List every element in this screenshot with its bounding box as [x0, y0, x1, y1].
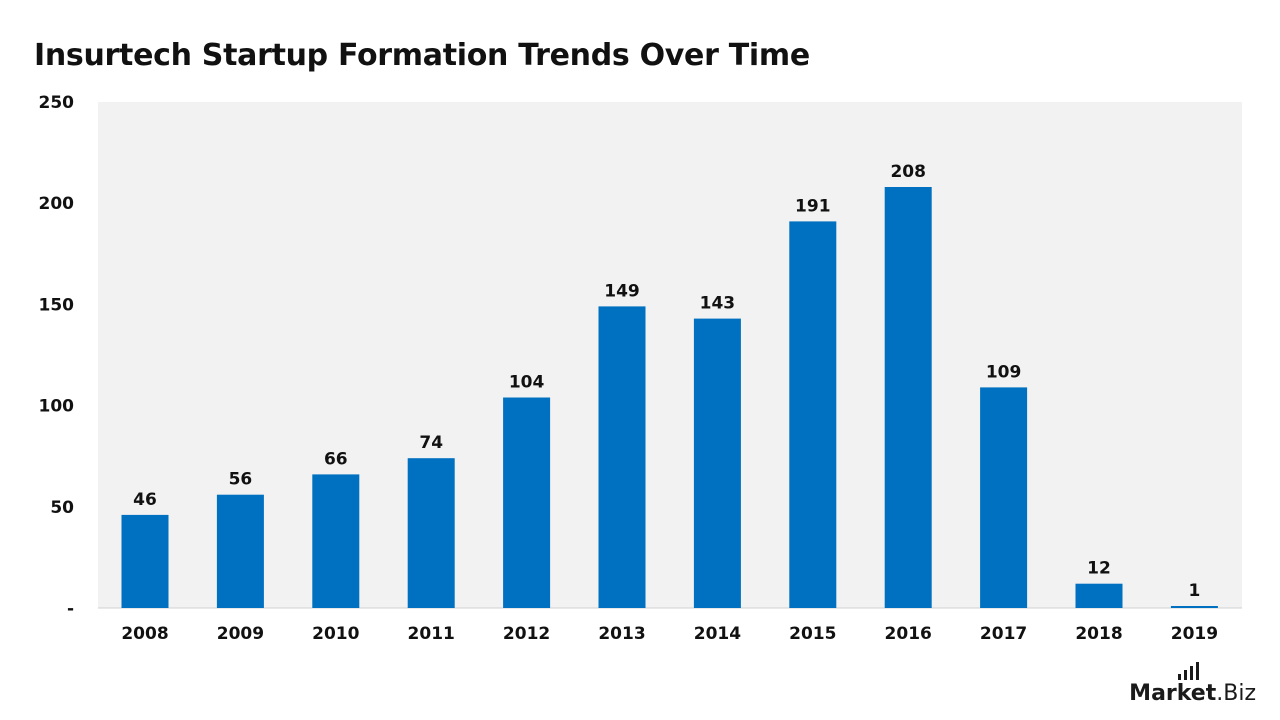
data-label-2018: 12: [1087, 559, 1111, 579]
bar-2011: [407, 458, 455, 608]
bar-2017: [980, 387, 1028, 608]
x-tick-label-2009: 2009: [217, 624, 264, 644]
y-tick-label-zero: -: [67, 599, 74, 619]
data-label-2010: 66: [324, 449, 348, 469]
x-tick-label-2017: 2017: [980, 624, 1027, 644]
brand-logo: Market.Biz: [1129, 681, 1256, 706]
bar-2010: [312, 474, 360, 608]
x-tick-label-2008: 2008: [121, 624, 168, 644]
data-label-2014: 143: [700, 294, 736, 314]
data-label-2009: 56: [229, 470, 253, 490]
data-label-2019: 1: [1188, 581, 1200, 601]
brand-bars-icon: [1178, 662, 1199, 680]
x-tick-label-2012: 2012: [503, 624, 550, 644]
bar-2019: [1170, 606, 1218, 608]
x-tick-label-2014: 2014: [694, 624, 741, 644]
y-tick-label-100: 100: [39, 397, 75, 417]
data-label-2012: 104: [509, 373, 545, 393]
data-label-2016: 208: [890, 162, 926, 182]
plot-background: [98, 102, 1242, 608]
bar-2014: [693, 318, 741, 608]
bar-2018: [1075, 583, 1123, 608]
x-tick-label-2011: 2011: [408, 624, 455, 644]
x-tick-label-2013: 2013: [598, 624, 645, 644]
x-tick-label-2018: 2018: [1075, 624, 1122, 644]
bar-2013: [598, 306, 646, 608]
chart-title: Insurtech Startup Formation Trends Over …: [34, 38, 810, 73]
y-tick-label-200: 200: [39, 194, 75, 214]
data-label-2017: 109: [986, 362, 1022, 382]
bar-2012: [503, 397, 551, 608]
x-tick-label-2019: 2019: [1171, 624, 1218, 644]
brand-name: Market: [1129, 681, 1217, 706]
bar-2015: [789, 221, 837, 608]
y-tick-label-250: 250: [39, 93, 75, 113]
y-tick-label-50: 50: [50, 498, 74, 518]
data-label-2013: 149: [604, 281, 640, 301]
data-label-2008: 46: [133, 490, 157, 510]
bar-2016: [884, 187, 932, 608]
brand-suffix: .Biz: [1216, 681, 1256, 706]
data-label-2011: 74: [419, 433, 443, 453]
x-tick-label-2016: 2016: [885, 624, 932, 644]
data-label-2015: 191: [795, 196, 831, 216]
x-tick-label-2010: 2010: [312, 624, 359, 644]
x-tick-label-2015: 2015: [789, 624, 836, 644]
y-tick-label-150: 150: [39, 295, 75, 315]
bar-2009: [216, 494, 264, 608]
bar-2008: [121, 514, 169, 608]
